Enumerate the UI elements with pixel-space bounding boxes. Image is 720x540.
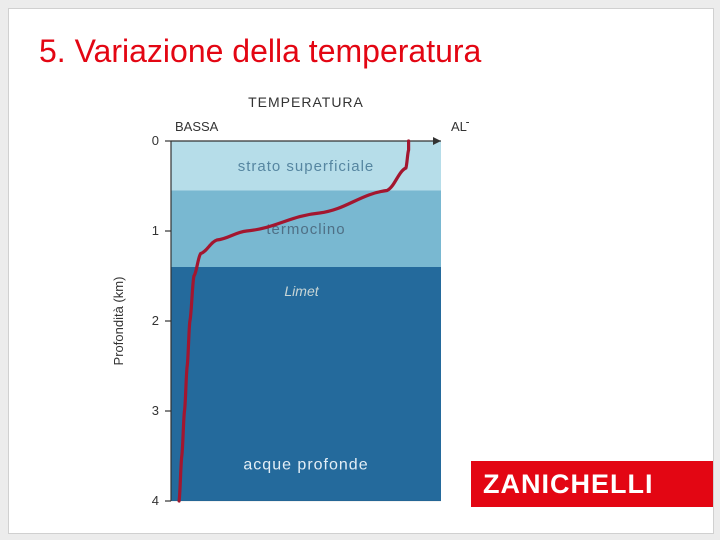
diagram-svg: 0 1 2 3 4 Profondità (km) TEMPERATURA BASSA ALTA… (89, 89, 469, 519)
y-tick-label: 0 (152, 133, 159, 148)
x-axis-title: TEMPERATURA (248, 94, 364, 110)
y-axis-title: Profondità (km) (111, 277, 126, 366)
x-low-label: BASSA (175, 119, 219, 134)
publisher-logo: ZANICHELLI (471, 461, 713, 507)
thermocline-diagram: 0 1 2 3 4 Profondità (km) TEMPERATURA BASSA ALTA… (89, 89, 469, 519)
publisher-logo-text: ZANICHELLI (483, 469, 653, 500)
x-high-label: ALTA (451, 119, 469, 134)
layer-label: acque profonde (243, 457, 368, 474)
slide-frame: 5. Variazione della temperatura 0 1 2 3 4 Pro… (8, 8, 714, 534)
watermark: Limet (284, 283, 319, 299)
y-tick-label: 4 (152, 493, 159, 508)
y-tick-label: 1 (152, 223, 159, 238)
layer-label: strato superficiale (238, 158, 375, 175)
slide-title: 5. Variazione della temperatura (39, 33, 481, 70)
y-tick-label: 3 (152, 403, 159, 418)
y-tick-label: 2 (152, 313, 159, 328)
